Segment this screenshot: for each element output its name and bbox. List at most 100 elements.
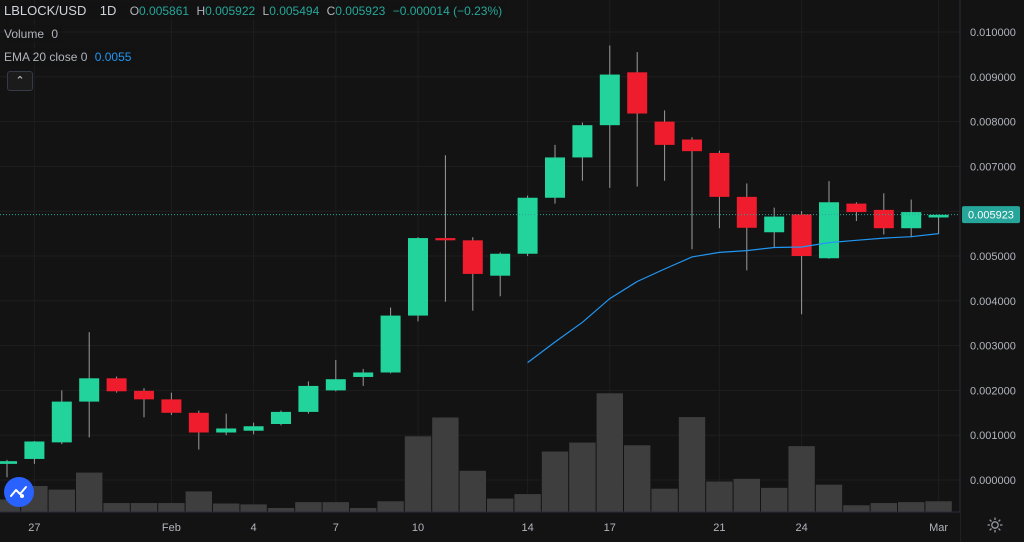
volume-bar: [295, 502, 322, 512]
candle-up: [517, 197, 538, 254]
volume-bar: [322, 502, 349, 512]
volume-bar: [870, 503, 897, 512]
candle-down: [627, 72, 648, 114]
low-value: 0.005494: [269, 4, 320, 18]
ema-line: [527, 233, 939, 364]
time-tick-label: 17: [604, 522, 616, 534]
volume-bar: [761, 487, 788, 512]
candle-up: [298, 385, 319, 412]
price-tick-label: 0.009000: [970, 72, 1016, 84]
volume-bar: [898, 502, 925, 512]
candle-up: [599, 74, 620, 126]
interval-label[interactable]: 1D: [99, 3, 117, 18]
symbol-legend: LBLOCK/USD 1D O0.005861 H0.005922 L0.005…: [4, 2, 507, 20]
open-value: 0.005861: [139, 4, 190, 18]
candle-up: [353, 372, 374, 377]
price-tick-label: 0.001000: [970, 430, 1016, 442]
candle-up: [0, 461, 17, 464]
candle-down: [106, 378, 127, 392]
candle-down: [161, 399, 182, 413]
volume-bar: [48, 489, 75, 512]
open-label: O: [129, 4, 140, 18]
price-tick-label: 0.005000: [970, 251, 1016, 263]
candle-up: [819, 202, 839, 259]
volume-value: 0: [51, 27, 59, 41]
volume-bar: [624, 445, 651, 512]
current-price-label: 0.005923: [968, 210, 1014, 222]
gear-glyph: [987, 517, 1003, 533]
volume-bar: [158, 503, 185, 512]
candle-up: [408, 238, 428, 316]
candle-up: [545, 157, 565, 198]
volume-bar: [432, 417, 459, 512]
volume-bar: [350, 507, 377, 512]
volume-bar: [459, 470, 486, 512]
volume-bar: [678, 417, 706, 512]
time-tick-label: 10: [412, 522, 424, 534]
volume-bars: [0, 393, 952, 512]
volume-bar: [815, 484, 843, 512]
candle-bodies: [0, 72, 949, 464]
low-label: L: [262, 4, 270, 18]
price-tick-label: 0.004000: [970, 296, 1016, 308]
candle-up: [325, 379, 346, 391]
time-tick-label: 7: [333, 522, 339, 534]
volume-bar: [843, 505, 870, 512]
candle-down: [846, 203, 867, 213]
candle-down: [791, 214, 812, 256]
volume-bar: [788, 446, 815, 512]
logo-glyph: [10, 486, 27, 498]
candle-down: [682, 139, 702, 152]
close-value: 0.005923: [335, 4, 386, 18]
price-tick-label: 0.002000: [970, 385, 1016, 397]
price-tick-label: 0.007000: [970, 161, 1016, 173]
time-tick-label: 21: [713, 522, 725, 534]
time-tick-label: Mar: [929, 522, 948, 534]
volume-bar: [596, 393, 623, 512]
candle-down: [736, 196, 757, 228]
price-tick-label: 0.008000: [970, 117, 1016, 129]
candle-up: [764, 216, 785, 233]
price-tick-label: 0.010000: [970, 27, 1016, 39]
collapse-legend-button[interactable]: ⌃: [7, 71, 33, 91]
volume-bar: [541, 451, 569, 512]
time-axis-labels: 27 Feb 4 7 10 14 17 21 24 Mar: [28, 522, 948, 534]
candle-up: [51, 401, 72, 443]
time-tick-label: 14: [521, 522, 533, 534]
ema-legend[interactable]: EMA 20 close 0 0.0055: [4, 48, 136, 66]
volume-bar: [569, 442, 596, 512]
volume-label: Volume: [4, 27, 45, 41]
price-tick-label: 0.000000: [970, 475, 1016, 487]
price-axis-bg[interactable]: [960, 0, 1024, 542]
ema-value: 0.0055: [94, 50, 132, 64]
volume-bar: [651, 488, 678, 512]
price-tick-label: 0.003000: [970, 341, 1016, 353]
candle-down: [435, 238, 456, 241]
gear-icon[interactable]: [984, 516, 1006, 538]
candle-up: [79, 378, 100, 402]
time-tick-label: 24: [795, 522, 807, 534]
symbol-name[interactable]: LBLOCK/USD: [4, 3, 87, 18]
volume-bar: [514, 494, 541, 512]
candle-up: [243, 426, 264, 431]
time-tick-label: Feb: [162, 522, 181, 534]
change-value: −0.000014 (−0.23%): [392, 4, 503, 18]
volume-bar: [377, 501, 404, 512]
candle-up: [271, 411, 291, 424]
time-tick-label: 4: [251, 522, 257, 534]
candle-down: [654, 121, 675, 145]
tradingview-logo-icon[interactable]: [4, 477, 34, 507]
candle-up: [380, 315, 401, 373]
time-tick-label: 27: [28, 522, 40, 534]
chevron-up-icon: ⌃: [15, 75, 25, 87]
volume-legend[interactable]: Volume 0: [4, 25, 63, 43]
volume-bar: [404, 436, 432, 512]
high-value: 0.005922: [205, 4, 256, 18]
volume-bar: [213, 503, 240, 512]
volume-bar: [925, 501, 952, 512]
volume-bar: [130, 503, 158, 512]
time-axis-bg[interactable]: [0, 512, 960, 542]
candle-up: [490, 253, 511, 276]
